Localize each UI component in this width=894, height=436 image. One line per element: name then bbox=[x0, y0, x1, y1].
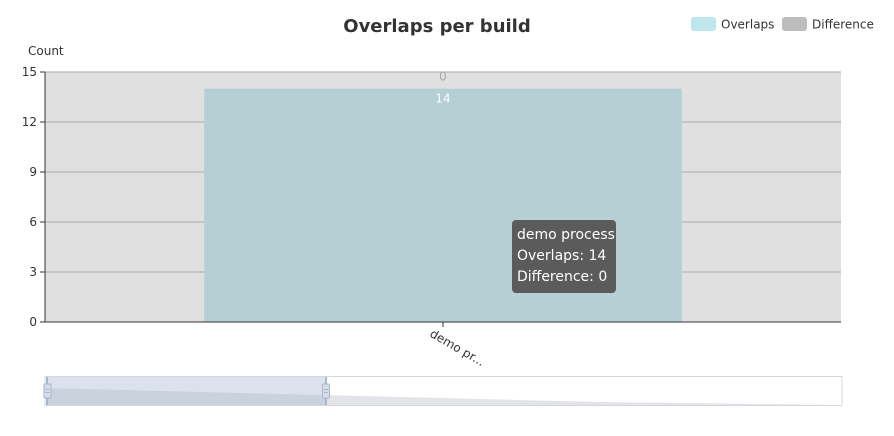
legend[interactable]: Overlaps Difference bbox=[691, 17, 874, 32]
y-axis-ticks: 0 3 6 9 12 15 bbox=[22, 65, 46, 329]
tooltip-category: demo process bbox=[517, 227, 615, 243]
legend-label-overlaps[interactable]: Overlaps bbox=[721, 18, 774, 32]
x-axis: demo pr... bbox=[45, 321, 841, 369]
x-tick-label: demo pr... bbox=[428, 326, 488, 368]
data-label-overlaps: 14 bbox=[435, 92, 450, 106]
y-tick-label: 0 bbox=[29, 315, 37, 329]
y-tick-label: 12 bbox=[22, 115, 37, 129]
data-label-difference: 0 bbox=[439, 70, 447, 84]
data-zoom-handle-right[interactable] bbox=[322, 377, 330, 405]
data-zoom-preview bbox=[47, 388, 841, 405]
tooltip-difference-value: Difference: 0 bbox=[517, 269, 608, 285]
data-zoom-slider[interactable] bbox=[43, 376, 843, 406]
legend-label-difference[interactable]: Difference bbox=[812, 18, 874, 32]
data-zoom-handle-left[interactable] bbox=[43, 377, 52, 405]
y-tick-label: 6 bbox=[29, 215, 37, 229]
legend-swatch-overlaps[interactable] bbox=[691, 17, 716, 31]
y-axis-title: Count bbox=[28, 44, 64, 58]
tooltip-overlaps-value: Overlaps: 14 bbox=[517, 248, 607, 264]
y-tick-label: 9 bbox=[29, 165, 37, 179]
chart-tooltip: demo process Overlaps: 14 Difference: 0 bbox=[512, 220, 616, 293]
data-zoom-window[interactable] bbox=[47, 377, 326, 405]
legend-swatch-difference[interactable] bbox=[782, 17, 807, 31]
y-tick-label: 15 bbox=[22, 65, 37, 79]
chart-title: Overlaps per build bbox=[343, 16, 530, 37]
y-tick-label: 3 bbox=[29, 265, 37, 279]
